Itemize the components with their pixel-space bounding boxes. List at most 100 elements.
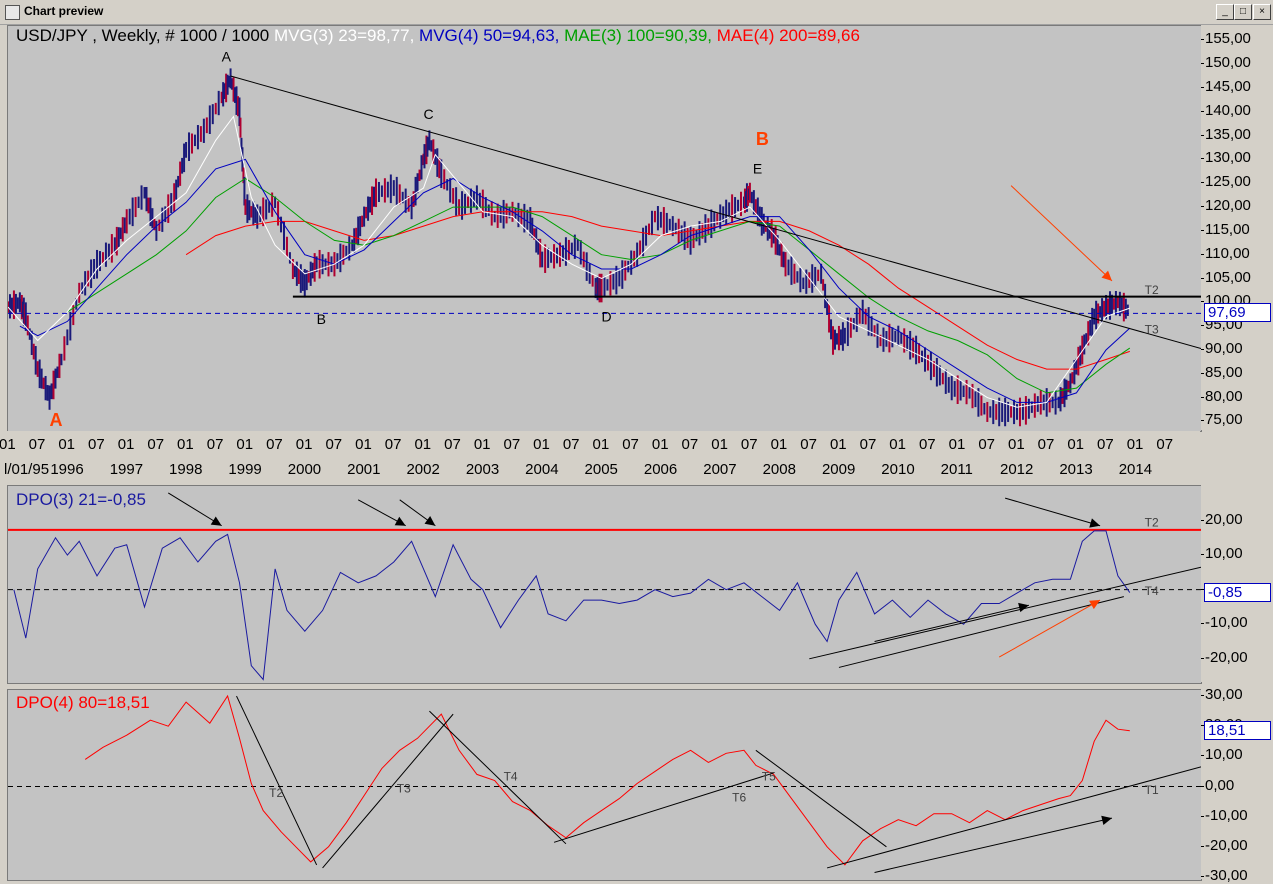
mae3-line (67, 177, 1131, 394)
month-label: 01 (1067, 436, 1085, 453)
dpo3-arrow-5-head (1018, 602, 1029, 613)
dpo3-arrow-5-shaft (874, 604, 1029, 643)
app-icon (5, 5, 20, 20)
dpo3-panel: T2 T4 DPO(3) 21=-0,85 (7, 485, 1202, 684)
year-label: 2012 (1000, 461, 1034, 478)
year-label: 2004 (525, 461, 559, 478)
month-label: 01 (889, 436, 906, 453)
month-label: 07 (266, 436, 283, 453)
price-axis: 155,00 150,00 145,00 140,00 135,00 130,00 125,… (1201, 25, 1271, 430)
dpo3-arrow-1-shaft (167, 492, 222, 527)
month-label: 07 (562, 436, 580, 453)
header-mvg4: MVG(4) 50=94,63, (419, 26, 560, 45)
axis-tick-10: 105,00 (1201, 268, 1251, 286)
dpo3-trend-2 (838, 596, 1124, 668)
title-bar: Chart preview _ □ × (0, 0, 1273, 25)
window-title: Chart preview (24, 4, 104, 18)
price-arrow-shaft (1010, 185, 1113, 282)
year-label: 2006 (643, 461, 678, 478)
price-panel: A B C D E A B T2 T3 USD/JPY , Weekly, # 1000 / 1… (7, 25, 1202, 432)
axis-tick-0: 20,00 (1201, 510, 1243, 528)
month-label: 01 (592, 436, 610, 453)
axis-tick-0: 155,00 (1201, 30, 1251, 48)
dpo4-panel: T2 T3 T4 T5 T6 T1 DPO(4) 80=18,51 (7, 689, 1202, 881)
dpo4-trend-up-2 (553, 772, 774, 843)
dpo4-label-t5: T5 (762, 769, 776, 783)
month-label: 01 (295, 436, 313, 453)
label-e: E (753, 161, 762, 177)
axis-tick-16: 75,00 (1201, 411, 1243, 429)
header-mae4: MAE(4) 200=89,66 (716, 26, 860, 45)
axis-tick-4: -10,00 (1201, 806, 1248, 824)
label-a-top: A (222, 49, 232, 65)
dpo4-trend-up-1 (322, 713, 454, 869)
year-label: l/01/95 (4, 461, 50, 478)
label-a-big: A (50, 410, 63, 430)
header-mae3: MAE(3) 100=90,39, (564, 26, 713, 45)
price-arrow-head (1101, 270, 1112, 281)
axis-tick-2: 145,00 (1201, 77, 1251, 95)
month-label: 01 (0, 436, 16, 453)
axis-tick-14: 85,00 (1201, 363, 1243, 381)
dpo3-arrow-orange-shaft (998, 599, 1101, 658)
minimize-button[interactable]: _ (1216, 4, 1234, 20)
year-label: 2007 (703, 461, 737, 478)
dpo4-trend-down-2 (429, 710, 567, 845)
axis-tick-0: 30,00 (1201, 686, 1243, 704)
year-label: 2005 (584, 461, 618, 478)
year-label: 2003 (465, 461, 500, 478)
label-b-big: B (756, 129, 769, 149)
axis-tick-4: -20,00 (1201, 648, 1248, 666)
dpo4-label-t6: T6 (732, 791, 746, 805)
dpo4-chart: T2 T3 T4 T5 T6 T1 (8, 694, 1201, 873)
month-label: 07 (622, 436, 639, 453)
last-value-box: -0,85 (1204, 582, 1271, 602)
axis-tick-5: 130,00 (1201, 149, 1251, 167)
month-label: 07 (800, 436, 817, 453)
dpo3-arrow-2-head (394, 516, 406, 526)
month-label: 07 (325, 436, 343, 453)
month-label: 07 (859, 436, 877, 453)
axis-tick-9: 110,00 (1201, 244, 1250, 262)
axis-tick-3: 0,00 (1200, 776, 1235, 794)
mae4-line (185, 211, 1130, 370)
year-label: 2014 (1118, 461, 1153, 478)
month-label: 01 (651, 436, 669, 453)
month-label: 01 (355, 436, 372, 453)
dpo4-arrow-shaft (874, 817, 1113, 873)
dpo3-arrow-3-head (424, 516, 436, 526)
month-label: 01 (177, 436, 194, 453)
year-label: 2001 (347, 461, 381, 478)
label-t2: T2 (1145, 283, 1159, 297)
axis-tick-3: -10,00 (1201, 614, 1248, 632)
time-axis (7, 431, 1200, 485)
dpo3-label-t4: T4 (1145, 584, 1159, 598)
close-button[interactable]: × (1253, 4, 1271, 20)
axis-tick-5: -20,00 (1201, 836, 1248, 854)
month-label: 07 (206, 436, 224, 453)
dpo4-trend-up-3 (826, 766, 1201, 869)
year-label: 2008 (762, 461, 796, 478)
dpo3-label-t2: T2 (1145, 515, 1159, 529)
dpo4-header: DPO(4) 80=18,51 (16, 693, 150, 712)
month-label: 07 (444, 436, 461, 453)
trend-line-ace (230, 75, 1201, 350)
month-label: 01 (236, 436, 254, 453)
month-label: 01 (533, 436, 550, 453)
year-label: 2013 (1059, 461, 1093, 478)
label-c: C (423, 106, 433, 122)
dpo4-line (84, 694, 1130, 866)
month-label: 07 (1037, 436, 1055, 453)
month-label: 01 (948, 436, 966, 453)
maximize-button[interactable]: □ (1234, 4, 1252, 20)
month-label: 07 (978, 436, 996, 453)
dpo4-trend-down-1 (236, 695, 318, 866)
year-label: 2002 (406, 461, 440, 478)
axis-tick-6: -30,00 (1201, 866, 1248, 884)
dpo3-chart: T2 T4 (8, 492, 1201, 681)
axis-tick-6: 125,00 (1201, 173, 1251, 191)
dpo4-label-t2: T2 (269, 786, 283, 800)
month-label: 01 (770, 436, 788, 453)
last-value-box: 18,51 (1204, 720, 1271, 740)
year-label: 2009 (821, 461, 856, 478)
